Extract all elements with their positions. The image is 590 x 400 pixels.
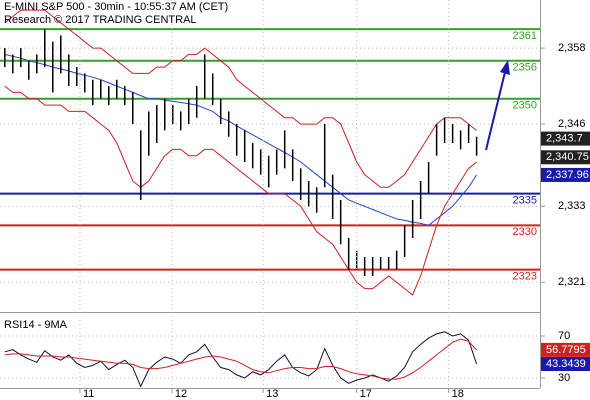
y-tick-label: 2,333 (558, 200, 586, 212)
level-label: 2350 (513, 100, 537, 112)
x-tick-label: 17 (360, 388, 372, 400)
price-marker-label: 2,340.75 (546, 151, 589, 163)
price-marker-label: 56.7795 (546, 344, 586, 356)
y-tick-label: 70 (558, 330, 570, 342)
x-tick-label: 11 (83, 388, 94, 400)
level-label: 2335 (513, 195, 537, 207)
overlay-line (4, 9, 477, 188)
plot-bg (0, 0, 540, 400)
overlay-line (4, 53, 478, 226)
level-label: 2323 (513, 271, 537, 283)
price-marker-label: 2,337.96 (546, 169, 589, 181)
y-tick-label: 30 (558, 372, 570, 384)
y-tick-label: 2,321 (558, 276, 586, 288)
chart-title: E-MINI S&P 500 - 30min - 10:55:37 AM (CE… (4, 1, 228, 13)
series-line (4, 338, 477, 380)
price-marker-label: 43.3439 (546, 358, 586, 370)
price-marker (541, 150, 590, 165)
forecast-arrow (485, 67, 507, 151)
x-tick-label: 13 (266, 388, 278, 400)
y-tick-label: 2,358 (558, 42, 586, 54)
price-marker (541, 131, 590, 146)
price-marker (541, 357, 590, 372)
series-line (4, 331, 478, 388)
x-tick-label: 12 (175, 388, 187, 400)
arrow-head (500, 60, 510, 75)
y-tick-label: 2,346 (558, 118, 586, 130)
chart-subtitle: Research © 2017 TRADING CENTRAL (4, 14, 197, 26)
panel-title: RSI14 - 9MA (4, 319, 68, 331)
level-label: 2330 (513, 226, 537, 238)
price-marker (541, 167, 590, 182)
overlay-line (4, 85, 477, 296)
x-tick-label: 18 (452, 388, 464, 400)
price-marker-label: 2,343.7 (546, 133, 583, 145)
level-label: 2361 (513, 30, 537, 42)
price-marker (541, 342, 590, 357)
level-label: 2356 (513, 62, 537, 74)
